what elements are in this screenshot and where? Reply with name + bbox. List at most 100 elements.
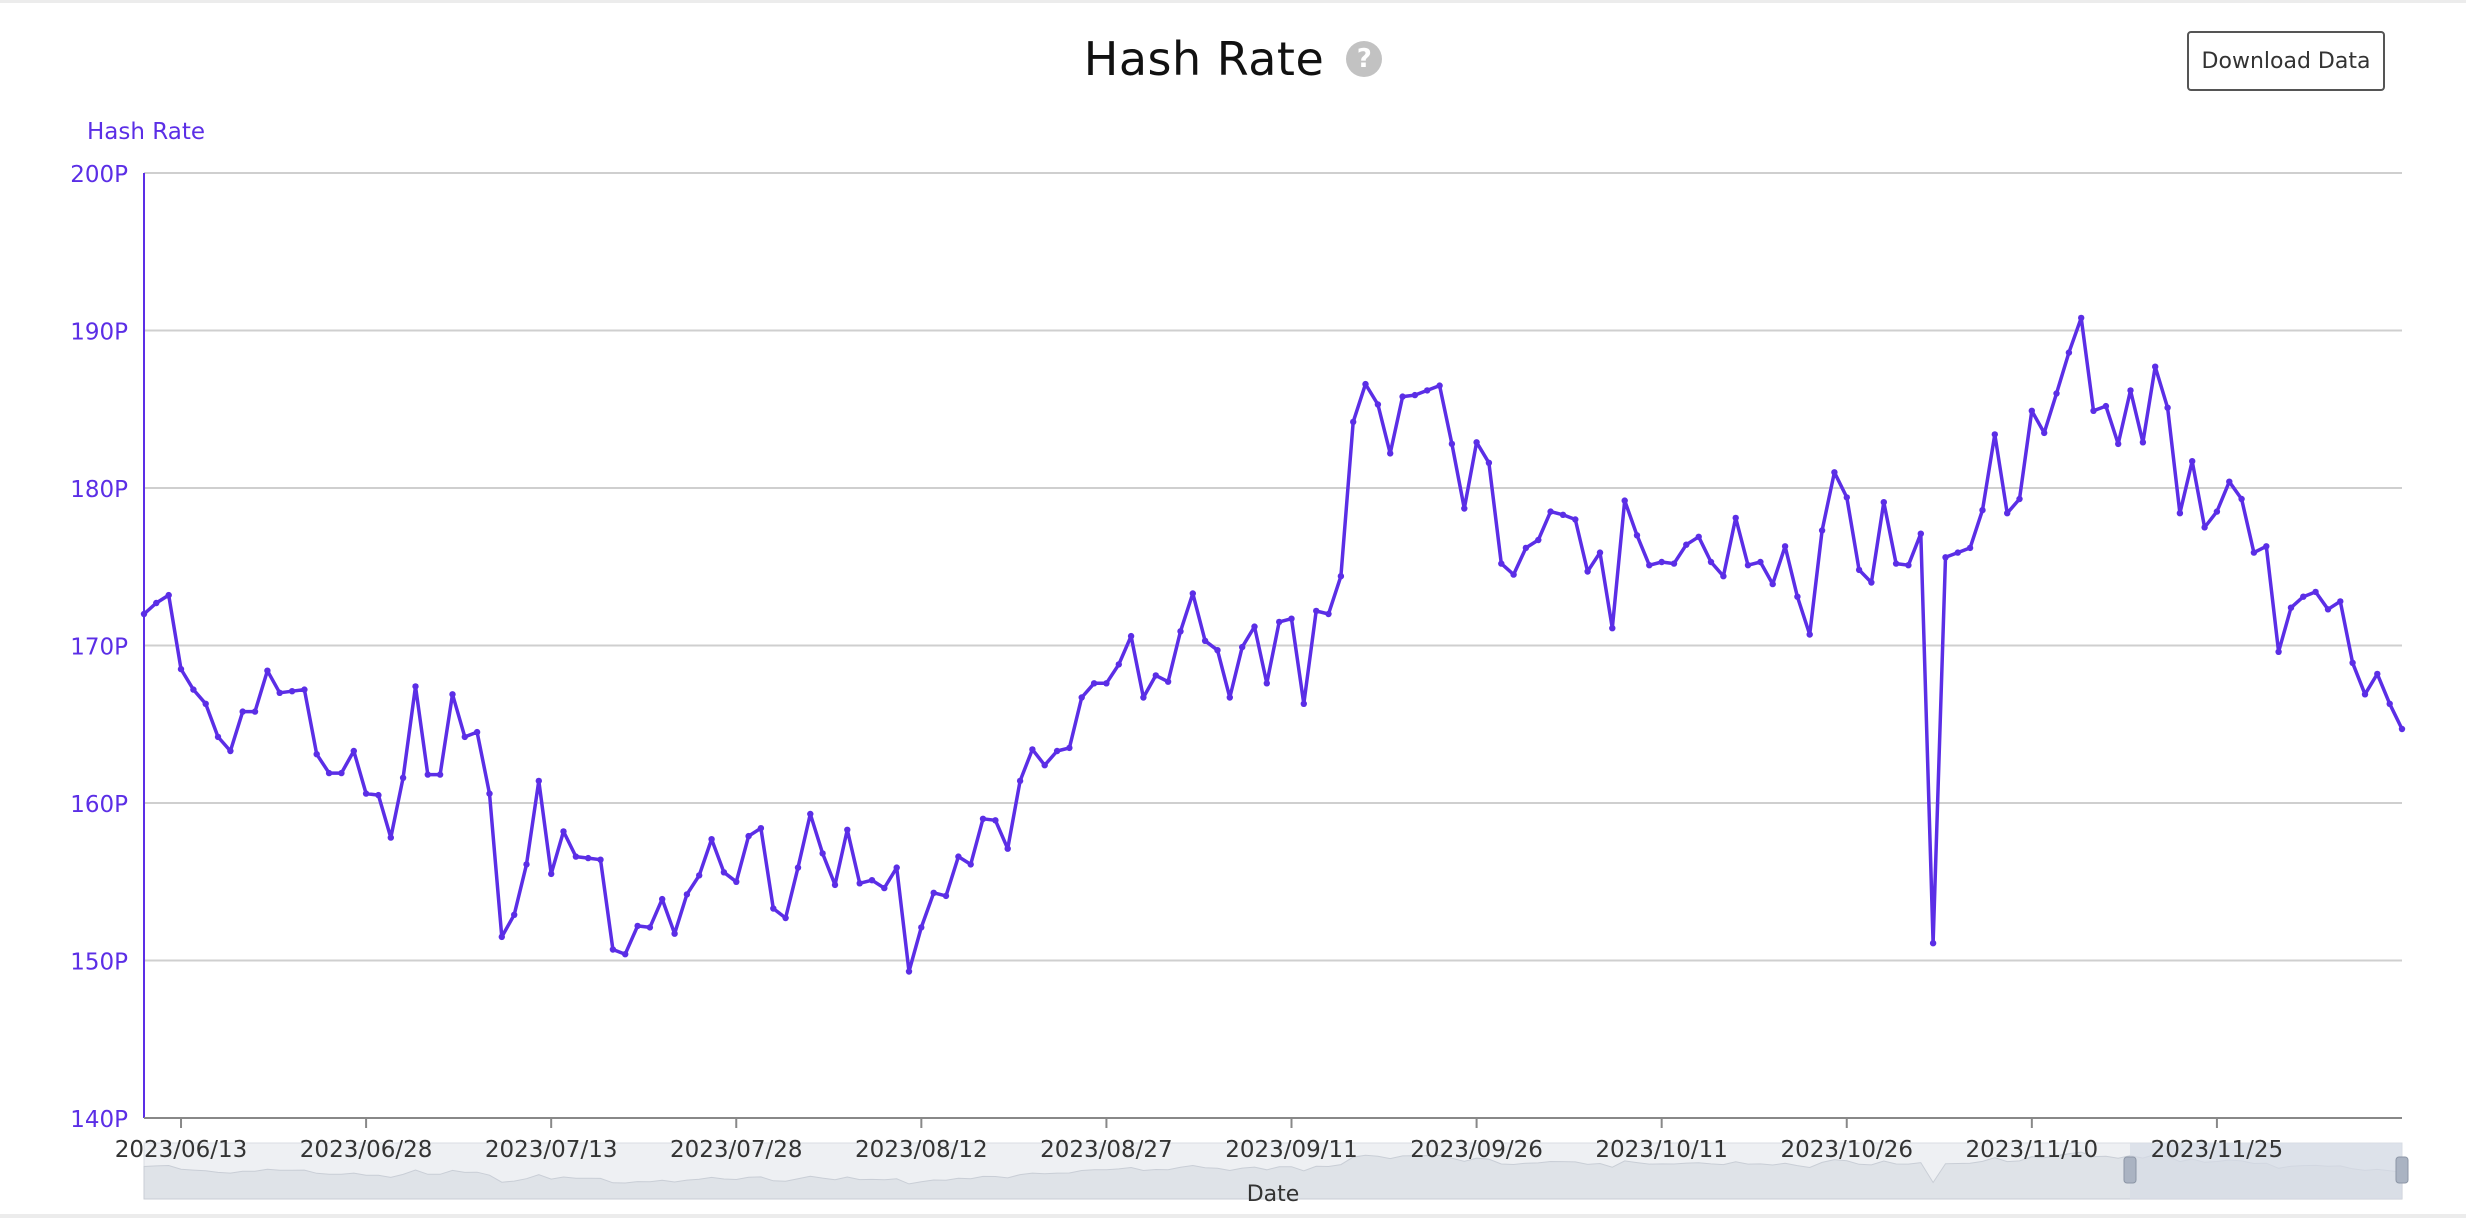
data-point[interactable] — [1164, 678, 1172, 685]
data-point[interactable] — [671, 930, 678, 937]
data-point[interactable] — [511, 911, 518, 918]
data-point[interactable] — [1226, 694, 1234, 701]
data-point[interactable] — [140, 610, 148, 618]
data-point[interactable] — [1744, 562, 1752, 569]
data-point[interactable] — [1263, 680, 1271, 687]
data-point[interactable] — [1707, 558, 1715, 566]
data-point[interactable] — [2078, 314, 2085, 322]
data-point[interactable] — [288, 688, 296, 695]
data-point[interactable] — [325, 769, 333, 777]
data-point[interactable] — [930, 889, 937, 896]
data-point[interactable] — [2300, 593, 2307, 600]
data-point[interactable] — [1843, 494, 1851, 501]
data-point[interactable] — [2176, 510, 2184, 517]
data-point[interactable] — [1510, 571, 1517, 578]
data-point[interactable] — [375, 791, 382, 799]
data-point[interactable] — [1781, 543, 1789, 550]
data-point[interactable] — [2090, 407, 2097, 414]
data-point[interactable] — [2238, 495, 2245, 503]
data-point[interactable] — [979, 815, 987, 822]
data-point[interactable] — [1140, 694, 1147, 701]
data-point[interactable] — [1720, 573, 1727, 580]
data-point[interactable] — [2102, 402, 2110, 410]
zoom-handle-right[interactable] — [2395, 1156, 2409, 1184]
data-point[interactable] — [1041, 762, 1048, 769]
data-point[interactable] — [2028, 407, 2036, 414]
data-point[interactable] — [683, 891, 691, 898]
data-point[interactable] — [1251, 623, 1258, 630]
data-point[interactable] — [1658, 558, 1665, 566]
data-point[interactable] — [1929, 940, 1937, 947]
data-point[interactable] — [1535, 536, 1542, 544]
data-point[interactable] — [2127, 387, 2134, 394]
data-point[interactable] — [1313, 607, 1320, 615]
data-point[interactable] — [992, 817, 999, 824]
data-point[interactable] — [548, 870, 555, 878]
data-point[interactable] — [1954, 549, 1962, 556]
data-point[interactable] — [831, 881, 839, 889]
data-point[interactable] — [2349, 659, 2356, 666]
data-point[interactable] — [264, 667, 271, 674]
data-point[interactable] — [2263, 543, 2270, 550]
data-point[interactable] — [2016, 495, 2023, 503]
data-point[interactable] — [1794, 593, 1801, 600]
data-point[interactable] — [1683, 541, 1690, 548]
data-point[interactable] — [338, 769, 345, 777]
zoom-handle-left[interactable] — [2123, 1156, 2137, 1184]
data-point[interactable] — [1905, 562, 1912, 569]
data-point[interactable] — [202, 700, 209, 707]
data-point[interactable] — [1966, 544, 1974, 552]
data-point[interactable] — [1399, 393, 1406, 400]
data-point[interactable] — [1892, 560, 1900, 567]
data-point[interactable] — [214, 733, 222, 741]
data-point[interactable] — [412, 683, 419, 690]
data-point[interactable] — [1942, 554, 1949, 561]
data-point[interactable] — [424, 771, 431, 778]
data-point[interactable] — [399, 774, 407, 781]
data-point[interactable] — [1350, 418, 1357, 426]
data-point[interactable] — [881, 884, 888, 892]
data-point[interactable] — [2152, 363, 2159, 370]
data-point[interactable] — [1621, 497, 1628, 504]
data-point[interactable] — [1448, 440, 1456, 448]
data-point[interactable] — [782, 914, 789, 922]
data-point[interactable] — [387, 834, 394, 841]
data-point[interactable] — [1498, 560, 1505, 567]
data-point[interactable] — [1473, 439, 1480, 446]
data-point[interactable] — [942, 892, 950, 900]
data-point[interactable] — [2337, 598, 2344, 605]
data-point[interactable] — [1522, 544, 1530, 552]
data-point[interactable] — [2139, 439, 2147, 446]
data-point[interactable] — [1127, 632, 1135, 640]
data-point[interactable] — [177, 665, 185, 673]
data-point[interactable] — [2065, 349, 2073, 356]
data-point[interactable] — [2189, 458, 2196, 465]
data-point[interactable] — [1584, 568, 1591, 575]
data-point[interactable] — [1066, 744, 1073, 752]
data-point[interactable] — [1152, 672, 1160, 679]
data-point[interactable] — [153, 599, 160, 607]
data-point[interactable] — [1214, 647, 1221, 654]
download-data-button[interactable]: Download Data — [2187, 31, 2385, 91]
data-point[interactable] — [819, 850, 826, 857]
data-point[interactable] — [350, 747, 357, 755]
data-point[interactable] — [1337, 573, 1345, 580]
data-point[interactable] — [1276, 618, 1283, 626]
data-point[interactable] — [2041, 429, 2048, 437]
data-point[interactable] — [1547, 508, 1554, 515]
data-point[interactable] — [609, 946, 617, 953]
data-point[interactable] — [1633, 532, 1641, 539]
data-point[interactable] — [2226, 478, 2233, 485]
data-point[interactable] — [1572, 516, 1579, 523]
data-point[interactable] — [227, 747, 234, 755]
data-point[interactable] — [2201, 524, 2208, 531]
data-point[interactable] — [1831, 469, 1838, 476]
data-point[interactable] — [1485, 459, 1493, 466]
data-point[interactable] — [2374, 670, 2381, 678]
data-point[interactable] — [1325, 610, 1332, 618]
data-point[interactable] — [844, 826, 851, 833]
data-point[interactable] — [2361, 691, 2369, 698]
data-point[interactable] — [572, 853, 580, 860]
data-point[interactable] — [1855, 566, 1863, 574]
data-point[interactable] — [362, 790, 370, 797]
